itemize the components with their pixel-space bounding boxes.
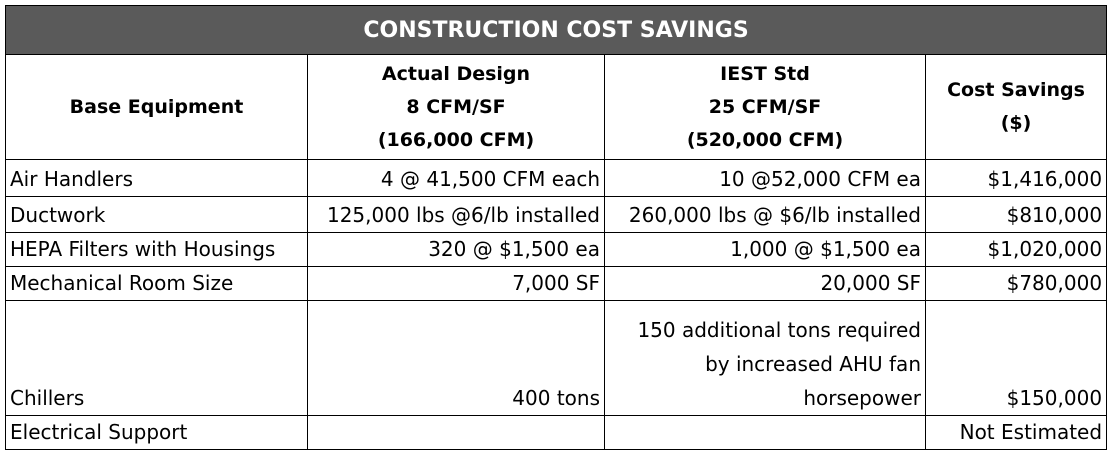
table-row: Chillers 400 tons 150 additional tons re… (5, 300, 1108, 416)
savings-cell: $1,020,000 (924, 232, 1108, 267)
table-title: CONSTRUCTION COST SAVINGS (4, 5, 1108, 55)
iest-cell-line-2: by increased AHU fan (705, 352, 921, 376)
iest-cell: 150 additional tons required by increase… (604, 300, 926, 416)
actual-cell: 7,000 SF (307, 266, 605, 301)
header-cost-savings: Cost Savings ($) (924, 54, 1108, 160)
construction-cost-savings-table: CONSTRUCTION COST SAVINGS Base Equipment… (4, 5, 1108, 450)
table-row: HEPA Filters with Housings 320 @ $1,500 … (5, 232, 1108, 267)
equipment-cell: HEPA Filters with Housings (5, 232, 308, 267)
savings-cell: $150,000 (924, 300, 1108, 416)
header-actual-design: Actual Design 8 CFM/SF (166,000 CFM) (307, 54, 605, 160)
iest-cell: 260,000 lbs @ $6/lb installed (604, 196, 926, 233)
savings-cell: Not Estimated (924, 415, 1108, 450)
header-base-equipment: Base Equipment (5, 54, 308, 160)
equipment-cell: Ductwork (5, 196, 308, 233)
header-actual-line-1: Actual Design (381, 62, 531, 85)
savings-cell: $780,000 (924, 266, 1108, 301)
iest-cell: 20,000 SF (604, 266, 926, 301)
header-iest-line-3: (520,000 CFM) (686, 128, 844, 151)
savings-cell: $810,000 (924, 196, 1108, 233)
header-iest-line-1: IEST Std (720, 62, 810, 85)
iest-cell-line-3: horsepower (803, 386, 921, 410)
table-row: Electrical Support Not Estimated (5, 415, 1108, 450)
header-actual-line-2: 8 CFM/SF (406, 95, 506, 118)
iest-cell: 1,000 @ $1,500 ea (604, 232, 926, 267)
header-actual-line-3: (166,000 CFM) (377, 128, 535, 151)
equipment-cell: Air Handlers (5, 159, 308, 197)
header-row: Base Equipment Actual Design 8 CFM/SF (1… (5, 54, 1108, 160)
table-row: Ductwork 125,000 lbs @6/lb installed 260… (5, 196, 1108, 233)
actual-cell: 4 @ 41,500 CFM each (307, 159, 605, 197)
equipment-cell: Chillers (5, 300, 308, 416)
header-iest-line-2: 25 CFM/SF (708, 95, 822, 118)
actual-cell (307, 415, 605, 450)
actual-cell: 125,000 lbs @6/lb installed (307, 196, 605, 233)
iest-cell-line-1: 150 additional tons required (637, 318, 921, 342)
savings-cell: $1,416,000 (924, 159, 1108, 197)
table-row: Air Handlers 4 @ 41,500 CFM each 10 @52,… (5, 159, 1108, 197)
table-row: Mechanical Room Size 7,000 SF 20,000 SF … (5, 266, 1108, 301)
iest-cell: 10 @52,000 CFM ea (604, 159, 926, 197)
header-iest-std: IEST Std 25 CFM/SF (520,000 CFM) (604, 54, 926, 160)
actual-cell: 400 tons (307, 300, 605, 416)
equipment-cell: Electrical Support (5, 415, 308, 450)
actual-cell: 320 @ $1,500 ea (307, 232, 605, 267)
equipment-cell: Mechanical Room Size (5, 266, 308, 301)
iest-cell (604, 415, 926, 450)
